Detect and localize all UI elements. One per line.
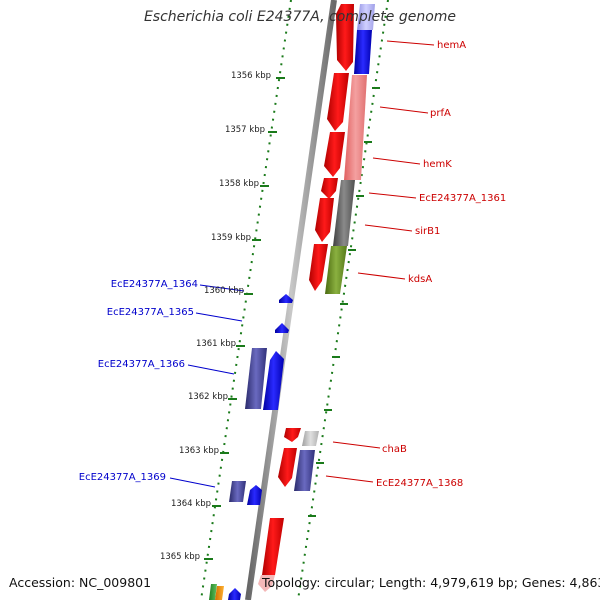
reverse-strand-features [209, 294, 293, 600]
gene-EcE24377A-1364[interactable] [279, 294, 293, 303]
gene-hemA-cds-top[interactable] [357, 4, 375, 30]
tick-label: 1358 kbp [219, 179, 259, 189]
tick-label: 1360 kbp [204, 286, 244, 296]
forward-gene-labels: hemA prfA hemK EcE24377A_1361 sirB1 kdsA… [376, 40, 506, 489]
gene-label-EcE24377A-1361[interactable]: EcE24377A_1361 [419, 193, 506, 204]
tick-label: 1356 kbp [231, 71, 271, 81]
left-tick-marks [204, 77, 285, 560]
gene-hemA[interactable] [336, 4, 354, 71]
ruler-line-right [297, 0, 389, 600]
tick-label: 1361 kbp [196, 339, 236, 349]
gene-EcE24377A-1361[interactable] [321, 178, 338, 199]
gene-label-chaB[interactable]: chaB [382, 444, 407, 455]
gene-forward-bottom-pale[interactable] [258, 575, 275, 592]
gene-reverse-bottom-orange[interactable] [215, 586, 224, 600]
tick-label: 1357 kbp [225, 125, 265, 135]
gene-EcE24377A-1365[interactable] [275, 323, 289, 333]
gene-EcE24377A-1366-b[interactable] [263, 351, 284, 410]
tick-label: 1364 kbp [171, 499, 211, 509]
gene-prfA-cds[interactable] [344, 75, 367, 180]
gene-label-sirB1[interactable]: sirB1 [415, 226, 440, 237]
gene-label-EcE24377A-1365[interactable]: EcE24377A_1365 [107, 307, 194, 318]
gene-kdsA[interactable] [309, 244, 328, 291]
gene-label-kdsA[interactable]: kdsA [408, 274, 432, 285]
gene-sirB1[interactable] [315, 198, 334, 242]
gene-EcE24377A-1361-cds[interactable] [333, 180, 355, 246]
gene-hemA-cds[interactable] [354, 30, 372, 74]
gene-label-EcE24377A-1366[interactable]: EcE24377A_1366 [98, 359, 185, 370]
tick-label: 1363 kbp [179, 446, 219, 456]
tick-label: 1365 kbp [160, 552, 200, 562]
gene-EcE24377A-1368-cds[interactable] [294, 450, 315, 491]
gene-EcE24377A-1368[interactable] [278, 448, 297, 487]
reverse-gene-labels: EcE24377A_1364 EcE24377A_1365 EcE24377A_… [79, 279, 198, 483]
genome-summary-text: Topology: circular; Length: 4,979,619 bp… [262, 575, 600, 590]
gene-reverse-bottom-green[interactable] [209, 584, 217, 600]
gene-label-hemK[interactable]: hemK [423, 159, 452, 170]
reverse-label-leaders [169, 284, 245, 488]
gene-chaB[interactable] [284, 428, 301, 442]
tick-label: 1359 kbp [211, 233, 251, 243]
gene-EcE24377A-1366-a[interactable] [245, 348, 267, 409]
gene-label-EcE24377A-1369[interactable]: EcE24377A_1369 [79, 472, 166, 483]
accession-text: Accession: NC_009801 [9, 575, 152, 590]
gene-EcE24377A-1369-a[interactable] [229, 481, 246, 502]
gene-label-hemA[interactable]: hemA [437, 40, 466, 51]
gene-prfA[interactable] [327, 73, 349, 131]
map-title: Escherichia coli E24377A, complete genom… [143, 9, 457, 25]
gene-forward-bottom[interactable] [262, 518, 284, 575]
forward-label-leaders [325, 40, 435, 483]
gene-label-EcE24377A-1364[interactable]: EcE24377A_1364 [111, 279, 198, 290]
gene-reverse-bottom-blue[interactable] [228, 588, 241, 600]
gene-hemK[interactable] [324, 132, 345, 177]
gene-EcE24377A-1369-b[interactable] [247, 485, 262, 505]
ruler-line-left [200, 0, 292, 600]
gene-kdsA-cds[interactable] [325, 246, 347, 294]
gene-label-EcE24377A-1368[interactable]: EcE24377A_1368 [376, 478, 463, 489]
gene-label-prfA[interactable]: prfA [430, 108, 451, 119]
tick-label: 1362 kbp [188, 392, 228, 402]
gene-chaB-cds[interactable] [302, 431, 319, 446]
forward-strand-features [258, 4, 375, 592]
right-tick-marks [308, 87, 380, 517]
tick-labels: 1356 kbp 1357 kbp 1358 kbp 1359 kbp 1360… [160, 71, 271, 562]
